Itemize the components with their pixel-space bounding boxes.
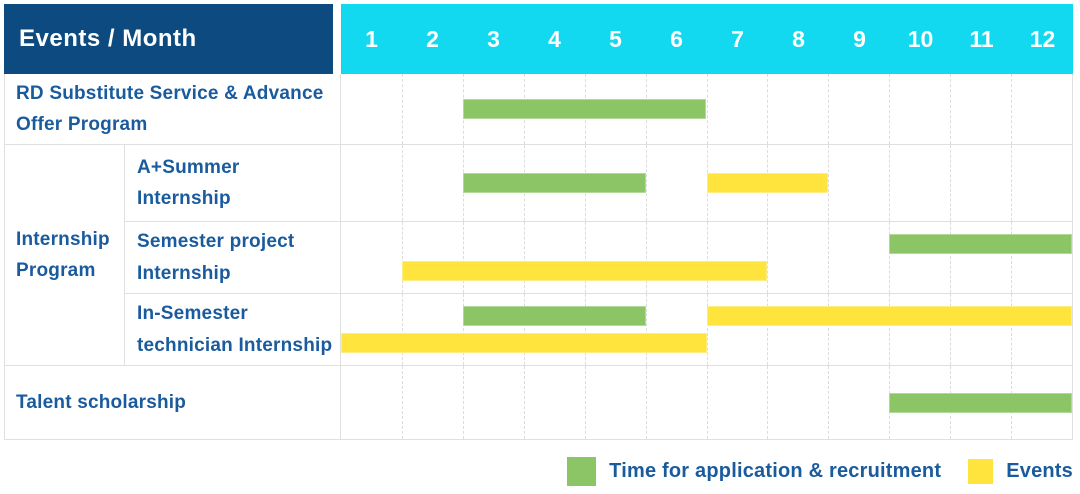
month-gridline: [401, 222, 403, 293]
month-gridline: [767, 74, 769, 144]
gantt-row-rd-substitute-service: [341, 74, 1073, 145]
month-label: 4: [548, 25, 561, 52]
gantt-bar-green: [462, 173, 646, 193]
month-gridline: [889, 74, 891, 144]
row-label-text: RD Substitute Service & Advance Offer Pr…: [16, 82, 324, 135]
month-label: 7: [731, 25, 744, 52]
month-gridline: [645, 222, 647, 293]
month-gridline: [828, 294, 830, 365]
month-gridline: [462, 366, 464, 439]
gantt-bar-yellow: [706, 173, 829, 193]
gantt-bar-yellow: [401, 261, 768, 281]
row-label-text: In-Semester technician Internship: [137, 303, 333, 356]
gantt-bar-green: [889, 392, 1072, 413]
month-gridline: [950, 222, 952, 293]
month-gridline: [584, 294, 586, 365]
month-gridline: [645, 294, 647, 365]
schedule-table: Events / Month 1 2 3 4 5 6 7 8 9 10 11 12 RD Substi…: [4, 4, 1073, 440]
month-label: 6: [670, 25, 683, 52]
month-label: 3: [487, 25, 500, 52]
month-gridline: [706, 366, 708, 439]
month-gridline: [950, 145, 952, 221]
month-gridline: [828, 145, 830, 221]
month-label: 5: [609, 25, 622, 52]
legend-label-events: Events: [1006, 459, 1073, 482]
month-gridline: [401, 74, 403, 144]
month-gridline: [462, 222, 464, 293]
month-gridline: [889, 294, 891, 365]
month-gridline: [706, 222, 708, 293]
corner-header-cell: Events / Month: [4, 4, 341, 74]
month-gridline: [401, 366, 403, 439]
month-gridline: [767, 222, 769, 293]
month-gridline: [523, 222, 525, 293]
row-label-in-semester-technician-internship: In-Semester technician Internship: [125, 294, 341, 366]
month-gridline: [828, 222, 830, 293]
month-gridline: [828, 74, 830, 144]
month-gridline: [401, 294, 403, 365]
gantt-bar-green: [462, 99, 707, 119]
month-label: 12: [1029, 25, 1056, 52]
month-gridline: [1011, 74, 1013, 144]
month-gridline: [1011, 222, 1013, 293]
gantt-row-in-semester-technician-internship: [341, 294, 1073, 366]
row-label-text: A+Summer Internship: [137, 156, 240, 209]
month-gridline: [523, 294, 525, 365]
month-gridline: [828, 366, 830, 439]
row-label-talent-scholarship: Talent scholarship: [4, 366, 341, 440]
month-gridline: [1011, 294, 1013, 365]
month-gridline: [706, 294, 708, 365]
month-header-row: 1 2 3 4 5 6 7 8 9 10 11 12: [341, 4, 1073, 74]
month-gridline: [889, 222, 891, 293]
month-label: 9: [853, 25, 866, 52]
gantt-bar-yellow: [706, 306, 1072, 326]
gantt-row-a-plus-summer-internship: [341, 145, 1073, 222]
gantt-row-semester-project-internship: [341, 222, 1073, 294]
legend-swatch-yellow: [968, 458, 994, 484]
month-gridline: [401, 145, 403, 221]
row-label-a-plus-summer-internship: A+Summer Internship: [125, 145, 341, 222]
row-label-text: Talent scholarship: [16, 391, 187, 413]
month-gridline: [950, 294, 952, 365]
month-gridline: [1011, 145, 1013, 221]
month-gridline: [523, 366, 525, 439]
row-label-semester-project-internship: Semester project Internship: [125, 222, 341, 294]
row-label-rd-substitute-service: RD Substitute Service & Advance Offer Pr…: [4, 74, 341, 145]
month-gridline: [584, 366, 586, 439]
month-gridline: [889, 145, 891, 221]
legend-label-application-recruitment: Time for application & recruitment: [609, 459, 942, 482]
month-gridline: [462, 294, 464, 365]
month-gridline: [584, 222, 586, 293]
gantt-bar-green: [889, 234, 1072, 254]
month-gridline: [645, 366, 647, 439]
group-label-internship-program: Internship Program: [4, 145, 125, 366]
gantt-row-talent-scholarship: [341, 366, 1073, 440]
month-gridline: [645, 145, 647, 221]
month-gridline: [706, 74, 708, 144]
legend: Time for application & recruitment Event…: [4, 454, 1073, 488]
gantt-bar-yellow: [341, 333, 707, 353]
legend-swatch-green: [567, 456, 597, 486]
month-label: 8: [792, 25, 805, 52]
group-label-text: Internship Program: [16, 228, 110, 281]
month-label: 11: [969, 25, 994, 52]
corner-header-label: Events / Month: [19, 25, 197, 52]
month-gridline: [767, 366, 769, 439]
month-label: 1: [365, 25, 378, 52]
month-label: 10: [907, 25, 934, 52]
month-gridline: [767, 294, 769, 365]
month-label: 2: [426, 25, 439, 52]
row-label-text: Semester project Internship: [137, 231, 295, 284]
gantt-bar-green: [462, 306, 646, 326]
month-gridline: [950, 74, 952, 144]
